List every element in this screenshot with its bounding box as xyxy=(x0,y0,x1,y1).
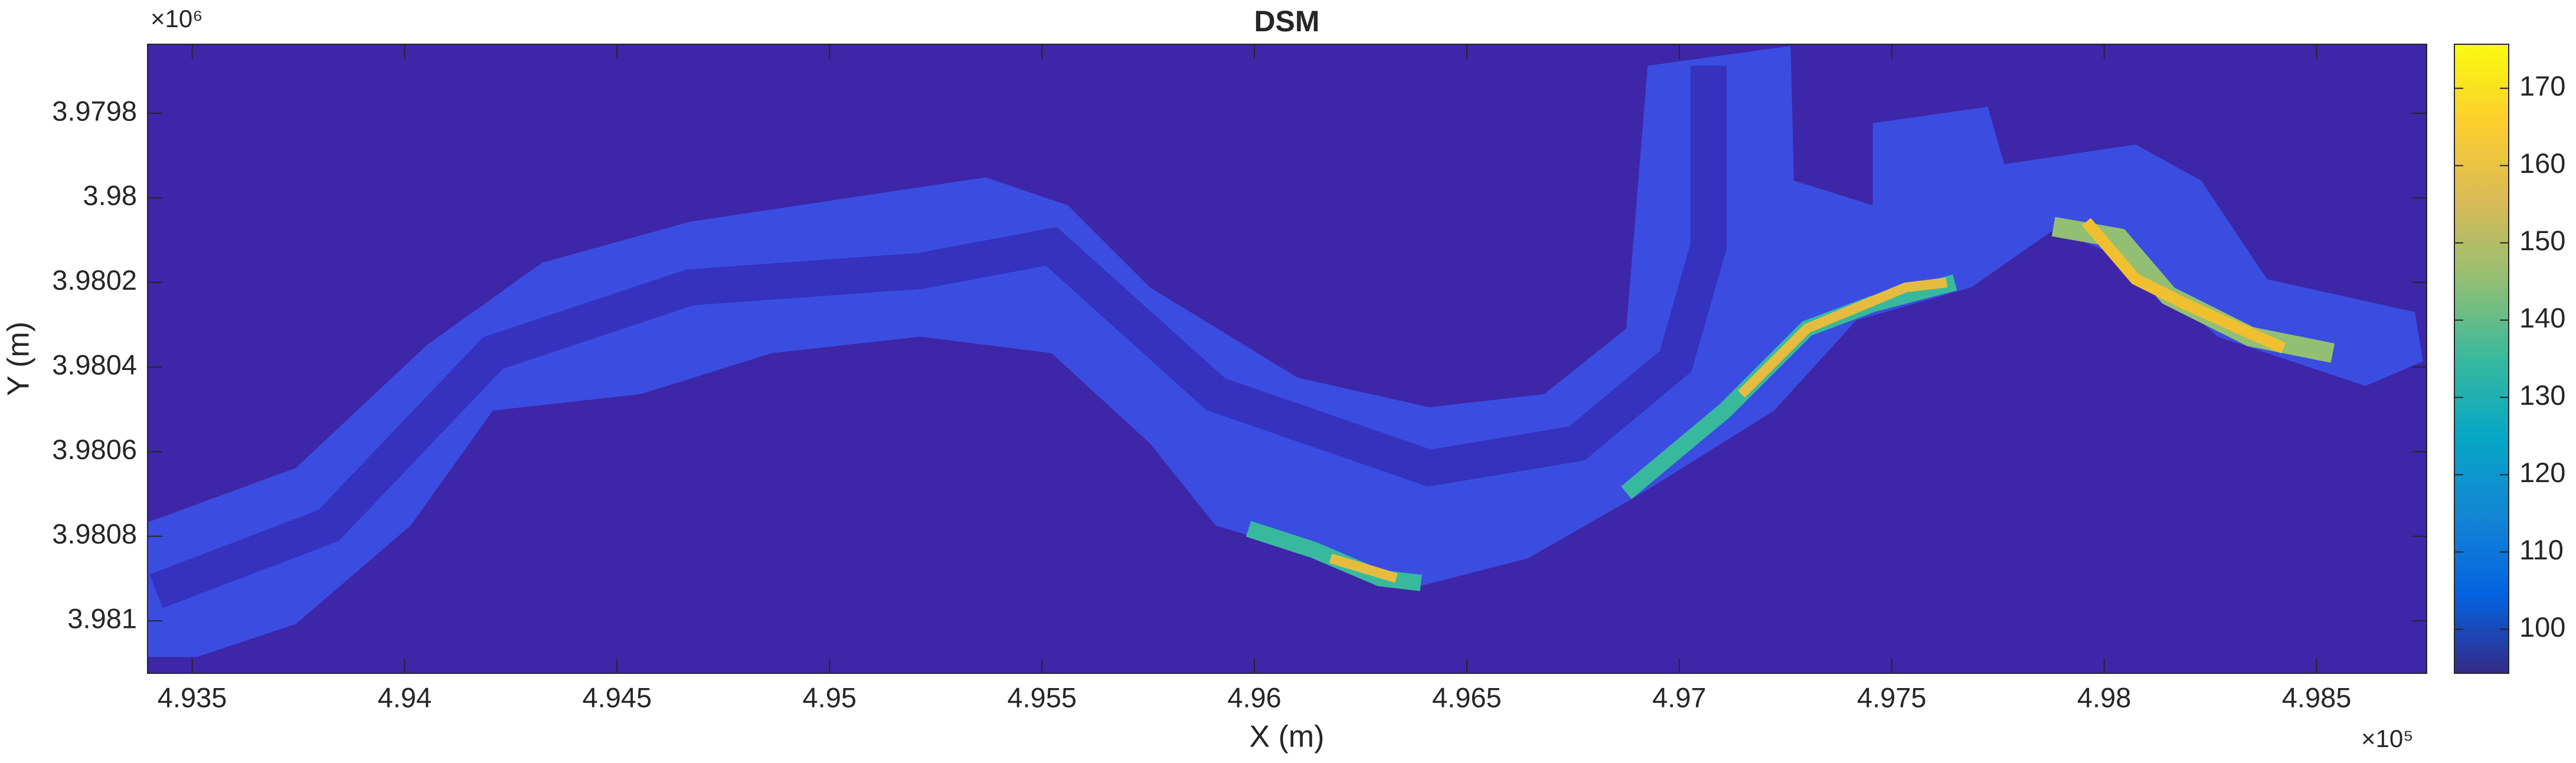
x-tick-label: 4.935 xyxy=(158,682,227,713)
x-tick-label: 4.96 xyxy=(1227,682,1281,713)
x-tick-label: 4.965 xyxy=(1432,682,1502,713)
x-tick-label: 4.98 xyxy=(2077,682,2131,713)
x-multiplier: ×10⁵ xyxy=(2361,725,2414,752)
y-tick-label: 3.9802 xyxy=(52,264,137,296)
y-axis-label: Y (m) xyxy=(2,322,36,396)
y-tick-label: 3.9804 xyxy=(52,349,137,380)
colorbar-tick-label: 130 xyxy=(2519,379,2565,411)
chart-title: DSM xyxy=(1254,5,1319,38)
colorbar xyxy=(2454,44,2509,674)
high-bank xyxy=(1329,554,1398,583)
y-multiplier: ×10⁶ xyxy=(151,5,203,32)
colorbar-tick-label: 100 xyxy=(2519,611,2565,643)
high-bank xyxy=(1738,277,1947,398)
x-tick-label: 4.97 xyxy=(1652,682,1706,713)
x-tick-label: 4.985 xyxy=(2282,682,2352,713)
y-tick-label: 3.9806 xyxy=(52,434,137,465)
y-tick-label: 3.9808 xyxy=(52,518,137,549)
colorbar-tick-label: 160 xyxy=(2519,148,2565,179)
y-tick-label: 3.98 xyxy=(83,180,137,211)
colorbar-tick-label: 120 xyxy=(2519,457,2565,488)
plot-frame xyxy=(147,44,2427,674)
colorbar-tick-label: 150 xyxy=(2519,225,2565,256)
channel xyxy=(149,66,1727,608)
x-tick-label: 4.945 xyxy=(583,682,652,713)
x-tick-label: 4.95 xyxy=(803,682,857,713)
colorbar-tick-label: 170 xyxy=(2519,70,2565,101)
x-tick-label: 4.955 xyxy=(1007,682,1077,713)
x-tick-label: 4.975 xyxy=(1857,682,1927,713)
x-tick-label: 4.94 xyxy=(378,682,431,713)
colorbar-tick-label: 140 xyxy=(2519,302,2565,333)
colorbar-tick-label: 110 xyxy=(2519,534,2564,565)
y-tick-label: 3.981 xyxy=(67,603,137,634)
dsm-raster xyxy=(148,45,2423,657)
x-axis-label: X (m) xyxy=(1249,720,1324,754)
y-tick-label: 3.9798 xyxy=(52,95,137,126)
high-bank xyxy=(2082,218,2286,353)
